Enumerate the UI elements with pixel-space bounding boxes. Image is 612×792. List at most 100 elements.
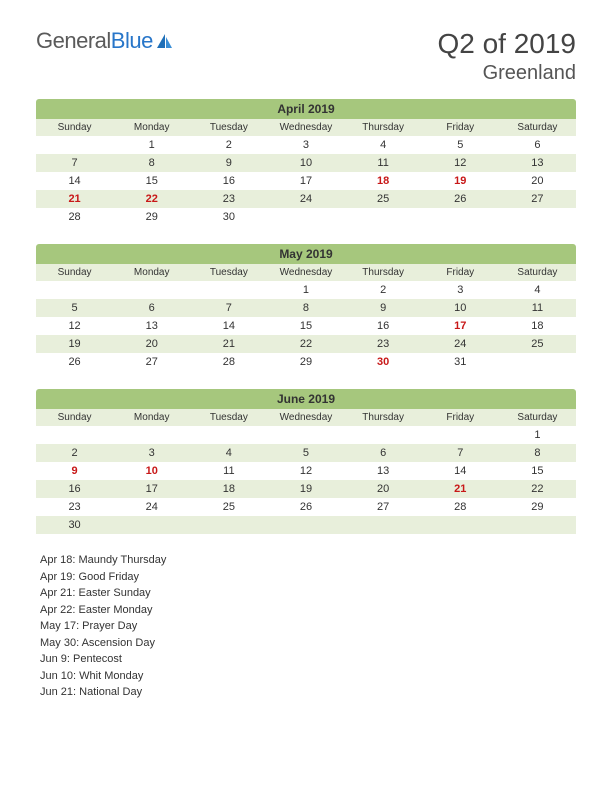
day-cell: 3 — [113, 444, 190, 462]
calendars-container: April 2019SundayMondayTuesdayWednesdayTh… — [36, 99, 576, 534]
day-cell: 26 — [36, 353, 113, 371]
day-cell: 14 — [36, 172, 113, 190]
weekday-header: Sunday — [36, 119, 113, 136]
day-cell: 7 — [36, 154, 113, 172]
day-cell: 23 — [36, 498, 113, 516]
day-cell: 16 — [36, 480, 113, 498]
weekday-header: Friday — [422, 409, 499, 426]
day-cell: 17 — [113, 480, 190, 498]
weekday-header: Tuesday — [190, 409, 267, 426]
weekday-header: Sunday — [36, 409, 113, 426]
day-cell: 24 — [113, 498, 190, 516]
week-row: 16171819202122 — [36, 480, 576, 498]
day-cell: 15 — [267, 317, 344, 335]
weekday-header: Monday — [113, 119, 190, 136]
week-row: 282930 — [36, 208, 576, 226]
week-row: 567891011 — [36, 299, 576, 317]
day-cell — [422, 426, 499, 444]
weekday-header: Saturday — [499, 119, 576, 136]
week-row: 2345678 — [36, 444, 576, 462]
day-cell — [267, 426, 344, 444]
weeks-container: 1234567891011121314151617181920212223242… — [36, 136, 576, 226]
holiday-entry: May 17: Prayer Day — [40, 618, 576, 635]
day-cell: 11 — [499, 299, 576, 317]
weekday-header: Sunday — [36, 264, 113, 281]
day-cell: 25 — [190, 498, 267, 516]
day-cell: 21 — [190, 335, 267, 353]
day-cell — [345, 426, 422, 444]
week-row: 262728293031 — [36, 353, 576, 371]
day-cell: 5 — [36, 299, 113, 317]
page-subtitle: Greenland — [437, 62, 576, 85]
day-cell: 10 — [113, 462, 190, 480]
day-cell — [267, 516, 344, 534]
day-cell — [499, 208, 576, 226]
header: GeneralBlue Q2 of 2019 Greenland — [36, 28, 576, 85]
weekday-header-row: SundayMondayTuesdayWednesdayThursdayFrid… — [36, 264, 576, 281]
day-cell: 3 — [267, 136, 344, 154]
day-cell: 20 — [345, 480, 422, 498]
day-cell — [113, 281, 190, 299]
weeks-container: 1234567891011121314151617181920212223242… — [36, 281, 576, 371]
day-cell: 23 — [190, 190, 267, 208]
day-cell: 20 — [499, 172, 576, 190]
day-cell: 2 — [190, 136, 267, 154]
day-cell: 12 — [267, 462, 344, 480]
week-row: 123456 — [36, 136, 576, 154]
day-cell: 22 — [499, 480, 576, 498]
weekday-header: Thursday — [345, 409, 422, 426]
day-cell: 6 — [113, 299, 190, 317]
day-cell: 15 — [113, 172, 190, 190]
day-cell: 9 — [36, 462, 113, 480]
day-cell: 15 — [499, 462, 576, 480]
holiday-entry: Jun 9: Pentecost — [40, 651, 576, 668]
day-cell: 30 — [190, 208, 267, 226]
week-row: 21222324252627 — [36, 190, 576, 208]
day-cell: 18 — [499, 317, 576, 335]
day-cell: 30 — [345, 353, 422, 371]
day-cell: 7 — [422, 444, 499, 462]
day-cell: 10 — [422, 299, 499, 317]
weekday-header: Wednesday — [267, 264, 344, 281]
weekday-header-row: SundayMondayTuesdayWednesdayThursdayFrid… — [36, 119, 576, 136]
day-cell: 3 — [422, 281, 499, 299]
day-cell: 22 — [267, 335, 344, 353]
day-cell: 24 — [267, 190, 344, 208]
day-cell: 5 — [267, 444, 344, 462]
day-cell: 12 — [422, 154, 499, 172]
day-cell: 14 — [422, 462, 499, 480]
day-cell: 27 — [499, 190, 576, 208]
weekday-header: Wednesday — [267, 119, 344, 136]
weekday-header: Thursday — [345, 119, 422, 136]
day-cell: 24 — [422, 335, 499, 353]
weekday-header-row: SundayMondayTuesdayWednesdayThursdayFrid… — [36, 409, 576, 426]
day-cell: 5 — [422, 136, 499, 154]
holiday-entry: Apr 22: Easter Monday — [40, 602, 576, 619]
day-cell: 10 — [267, 154, 344, 172]
day-cell — [113, 516, 190, 534]
day-cell: 6 — [499, 136, 576, 154]
day-cell: 26 — [267, 498, 344, 516]
day-cell: 31 — [422, 353, 499, 371]
day-cell: 23 — [345, 335, 422, 353]
weekday-header: Tuesday — [190, 264, 267, 281]
day-cell: 8 — [499, 444, 576, 462]
holiday-entry: Apr 21: Easter Sunday — [40, 585, 576, 602]
day-cell: 4 — [345, 136, 422, 154]
day-cell: 8 — [267, 299, 344, 317]
day-cell: 13 — [345, 462, 422, 480]
day-cell: 13 — [499, 154, 576, 172]
day-cell — [190, 426, 267, 444]
day-cell: 28 — [422, 498, 499, 516]
weekday-header: Thursday — [345, 264, 422, 281]
weekday-header: Friday — [422, 264, 499, 281]
day-cell: 27 — [345, 498, 422, 516]
day-cell: 30 — [36, 516, 113, 534]
day-cell: 4 — [499, 281, 576, 299]
holiday-entry: May 30: Ascension Day — [40, 635, 576, 652]
week-row: 9101112131415 — [36, 462, 576, 480]
day-cell — [190, 516, 267, 534]
day-cell — [36, 136, 113, 154]
week-row: 1234 — [36, 281, 576, 299]
day-cell: 11 — [345, 154, 422, 172]
